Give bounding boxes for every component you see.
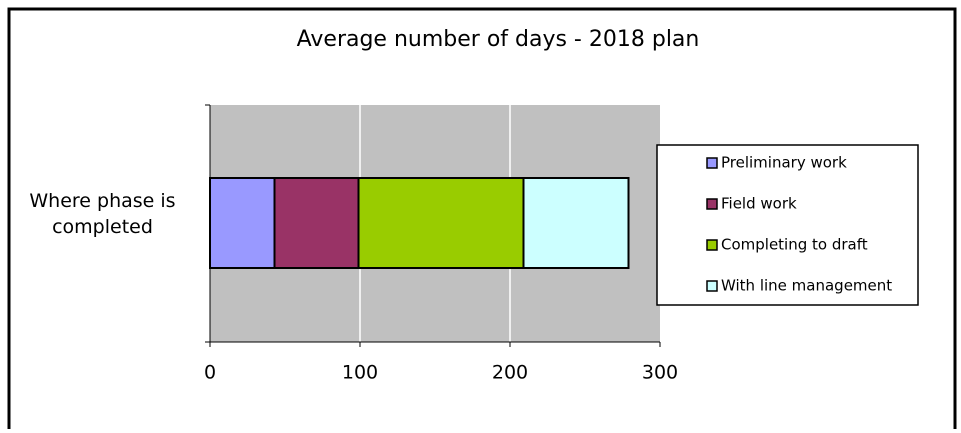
bar-segment (522, 177, 630, 269)
x-tick-label: 0 (204, 362, 216, 384)
legend-label: Completing to draft (721, 236, 868, 254)
bar-segment (273, 177, 360, 269)
x-tick-label: 100 (342, 362, 378, 384)
legend-box (656, 144, 919, 306)
legend-label: Preliminary work (721, 154, 847, 172)
legend-label: With line management (721, 277, 892, 295)
y-tick-label: Where phase is completed (29, 190, 176, 238)
chart-border (7, 7, 957, 429)
legend-swatch (706, 280, 718, 292)
x-tick-label: 200 (492, 362, 528, 384)
legend-swatch (706, 198, 718, 210)
bar-segment (209, 177, 276, 269)
chart-title: Average number of days - 2018 plan (297, 27, 700, 52)
legend-swatch (706, 239, 718, 251)
legend-swatch (706, 157, 718, 169)
bar-segment (357, 177, 525, 269)
x-tick-label: 300 (642, 362, 678, 384)
legend-label: Field work (721, 195, 797, 213)
